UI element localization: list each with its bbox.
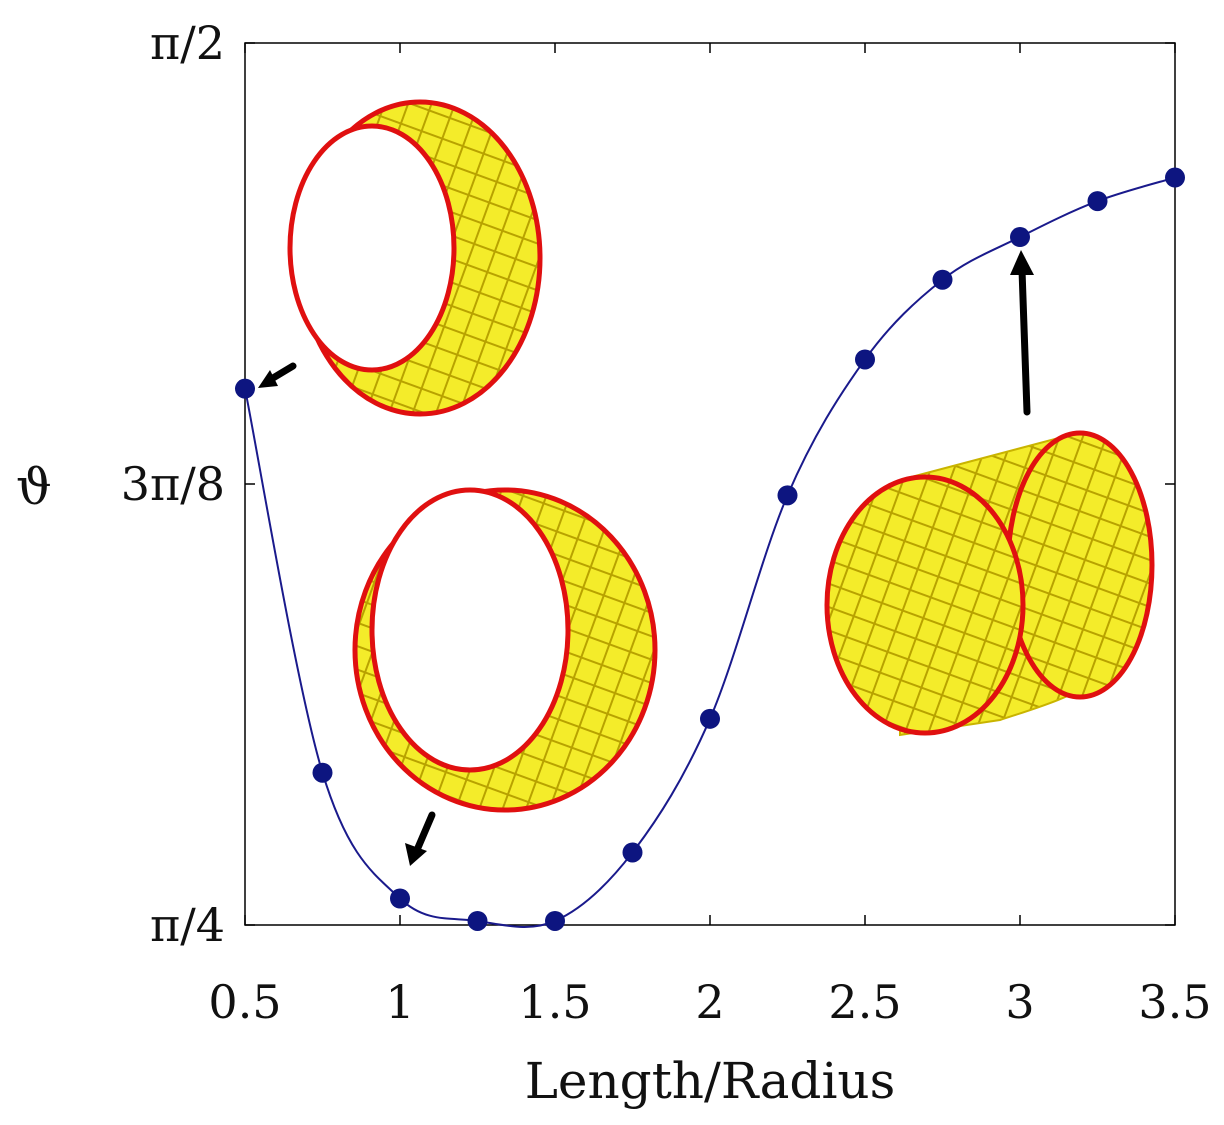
y-tick-label: 3π/8 <box>121 457 225 511</box>
arrow-long-tube <box>1010 250 1034 416</box>
data-point <box>235 378 255 399</box>
y-tick-labels: π/4 3π/8 π/2 <box>121 16 225 952</box>
data-point <box>777 485 798 506</box>
y-axis-label: ϑ <box>16 458 52 516</box>
arrow-short-ring <box>258 362 297 388</box>
data-point <box>390 888 410 909</box>
x-tick-label: 3 <box>1005 975 1034 1029</box>
x-tick-label: 1 <box>385 975 414 1029</box>
x-axis-label: Length/Radius <box>525 1052 896 1110</box>
data-point <box>1087 191 1108 212</box>
data-point <box>1165 167 1185 188</box>
data-point <box>622 842 643 863</box>
tube-image-long-tube <box>824 430 1155 737</box>
x-tick-label: 2.5 <box>828 975 901 1029</box>
x-tick-label: 0.5 <box>208 975 281 1029</box>
x-tick-label: 3.5 <box>1138 975 1211 1029</box>
series-points <box>235 167 1185 931</box>
series-line <box>244 176 1176 928</box>
axis-ticks <box>244 42 1176 926</box>
y-tick-label: π/4 <box>150 898 225 952</box>
data-point <box>467 910 488 931</box>
y-tick-label: π/2 <box>150 16 225 70</box>
x-tick-label: 2 <box>695 975 724 1029</box>
tube-image-short-tube <box>352 487 658 813</box>
data-point <box>545 910 565 931</box>
x-tick-label: 1.5 <box>518 975 591 1029</box>
x-tick-labels: 0.5 1 1.5 2 2.5 3 3.5 <box>208 975 1211 1029</box>
data-point <box>1010 227 1030 248</box>
data-point <box>855 349 875 370</box>
data-point <box>932 269 953 290</box>
tube-image-short-ring <box>287 99 543 417</box>
data-point <box>700 708 720 729</box>
data-point <box>312 762 333 783</box>
arrow-short-tube <box>405 811 436 866</box>
